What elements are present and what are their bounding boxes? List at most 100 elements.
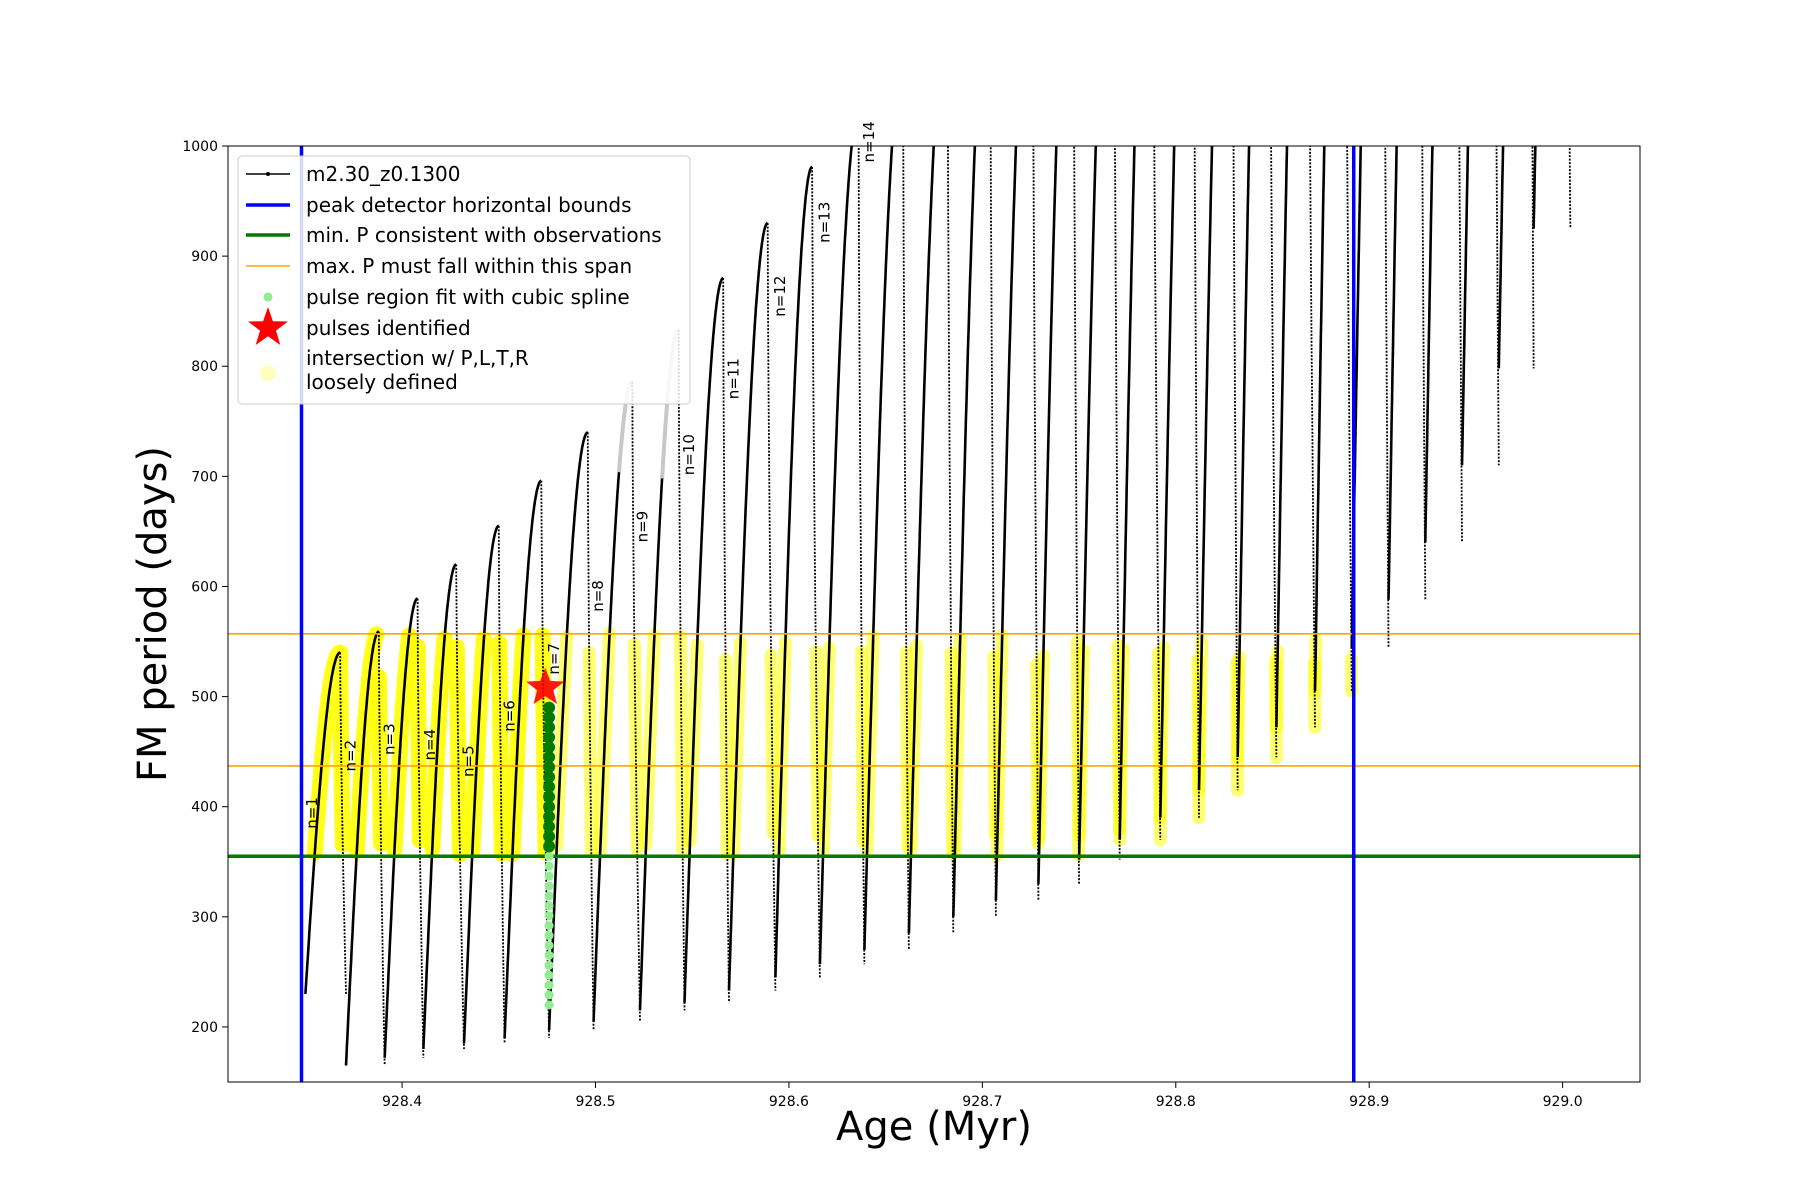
x-axis-title: Age (Myr)	[836, 1104, 1032, 1150]
spline-point	[544, 960, 554, 970]
spline-point	[543, 840, 556, 853]
pulse-star-marker	[526, 667, 565, 704]
spline-point	[544, 851, 554, 861]
track-rise-segment	[1424, 146, 1434, 543]
track-rise-segment	[952, 146, 977, 917]
track-rise-segment	[383, 597, 418, 1058]
legend-entry-min-p: min. P consistent with observations	[246, 223, 662, 247]
track-drop-segment	[857, 146, 866, 965]
pulse-label: n=11	[725, 358, 743, 399]
y-axis-ticks: 200 300 400 500 600 700 800 900 1000	[182, 139, 228, 1036]
track-drop-segment	[947, 146, 955, 934]
spline-point	[543, 800, 556, 813]
track-drop-segment	[766, 223, 777, 991]
spline-point	[543, 820, 556, 833]
axes-frame	[227, 145, 1641, 1083]
pulse-number-labels: n=1 n=2 n=3 n=4 n=5 n=6 n=7 n=8 n=9 n=10 n=11 n=12 n…	[303, 121, 878, 828]
spline-point	[544, 861, 554, 871]
track-rise-segment	[1118, 146, 1136, 840]
track-rise-segment	[863, 146, 894, 950]
spline-point	[544, 901, 554, 911]
track-drop-segment	[378, 631, 386, 1066]
track-drop-segment	[455, 564, 465, 1050]
legend: m2.30_z0.1300 peak detector horizontal b…	[237, 155, 691, 405]
y-tick-label: 600	[191, 579, 218, 595]
track-drop-segment	[1073, 146, 1080, 884]
track-drop-segment	[1384, 146, 1390, 648]
track-drop-segment	[1346, 146, 1353, 692]
track-rise-segment	[1460, 146, 1470, 466]
track-drop-segment	[416, 598, 425, 1058]
spline-point	[543, 810, 556, 823]
spline-point	[544, 940, 554, 950]
legend-entry-bounds: peak detector horizontal bounds	[246, 193, 632, 217]
track-rise-segment	[1077, 146, 1098, 860]
pulse-label: n=13	[816, 202, 834, 243]
reference-lines	[228, 633, 1640, 859]
pulse-label: n=5	[460, 745, 478, 777]
spline-point	[544, 871, 554, 881]
pulse-label: n=8	[589, 580, 607, 612]
track-drop-segment	[1114, 146, 1121, 860]
track-rise-segment	[422, 563, 457, 1050]
pulse-label: n=7	[545, 643, 563, 675]
spline-point	[544, 881, 554, 891]
track-rise-segment	[818, 146, 853, 965]
track-rise-segment	[503, 479, 542, 1039]
legend-entry-spline: pulse region fit with cubic spline	[263, 285, 630, 309]
spline-fit-region	[543, 701, 556, 1010]
track-drop-segment	[1458, 146, 1463, 543]
pulse-label: n=14	[860, 121, 878, 162]
x-tick-label: 929.0	[1543, 1094, 1583, 1110]
spline-point	[544, 931, 554, 941]
y-tick-label: 300	[191, 910, 218, 926]
track-drop-segment	[811, 166, 821, 978]
spline-point	[544, 950, 554, 960]
y-tick-label: 1000	[182, 139, 218, 155]
x-axis-ticks: 928.4 928.5 928.6 928.7 928.8 928.9 929.0	[382, 1082, 1583, 1110]
legend-box	[237, 155, 691, 405]
y-tick-label: 800	[191, 359, 218, 375]
x-tick-label: 928.6	[769, 1094, 809, 1110]
spline-point	[543, 761, 556, 774]
plot-layer	[228, 146, 1640, 1082]
pulse-label: n=3	[380, 723, 398, 755]
pulse-label: n=4	[421, 729, 439, 761]
star-icon	[248, 307, 288, 345]
y-tick-label: 700	[191, 469, 218, 485]
intersection-region	[719, 653, 734, 861]
track-drop-segment	[989, 146, 997, 917]
track-rise-segment	[683, 276, 724, 1003]
track-drop-segment	[497, 525, 506, 1044]
track-rise-segment	[994, 146, 1018, 901]
legend-label: peak detector horizontal bounds	[306, 193, 632, 217]
track-drop-segment	[902, 146, 910, 950]
track-rise-segment	[547, 431, 589, 1031]
legend-label: intersection w/ P,L,T,R	[306, 346, 529, 370]
track-rise-segment	[727, 221, 769, 991]
track-rise-segment	[1197, 146, 1214, 791]
legend-label: pulse region fit with cubic spline	[306, 285, 630, 309]
evolution-track	[304, 146, 1572, 1066]
spline-point	[543, 701, 556, 714]
track-rise-segment	[907, 146, 935, 934]
pulse-label: n=2	[342, 740, 360, 772]
legend-entry-intersection: intersection w/ P,L,T,R loosely defined	[260, 346, 529, 394]
spline-point	[543, 731, 556, 744]
track-drop-segment	[339, 652, 347, 994]
intersection-region	[491, 635, 510, 862]
legend-entry-track: m2.30_z0.1300	[246, 162, 461, 186]
spline-point	[543, 770, 556, 783]
spline-point	[543, 830, 556, 843]
y-tick-label: 400	[191, 800, 218, 816]
legend-label: loosely defined	[306, 370, 458, 394]
x-tick-label: 928.5	[575, 1094, 615, 1110]
track-rise-segment	[774, 165, 813, 978]
legend-label: pulses identified	[306, 316, 471, 340]
track-drop-segment	[1309, 146, 1316, 728]
pulse-label: n=9	[634, 511, 652, 543]
legend-label: m2.30_z0.1300	[306, 162, 461, 186]
track-drop-segment	[677, 329, 686, 1011]
legend-label: max. P must fall within this span	[306, 254, 632, 278]
